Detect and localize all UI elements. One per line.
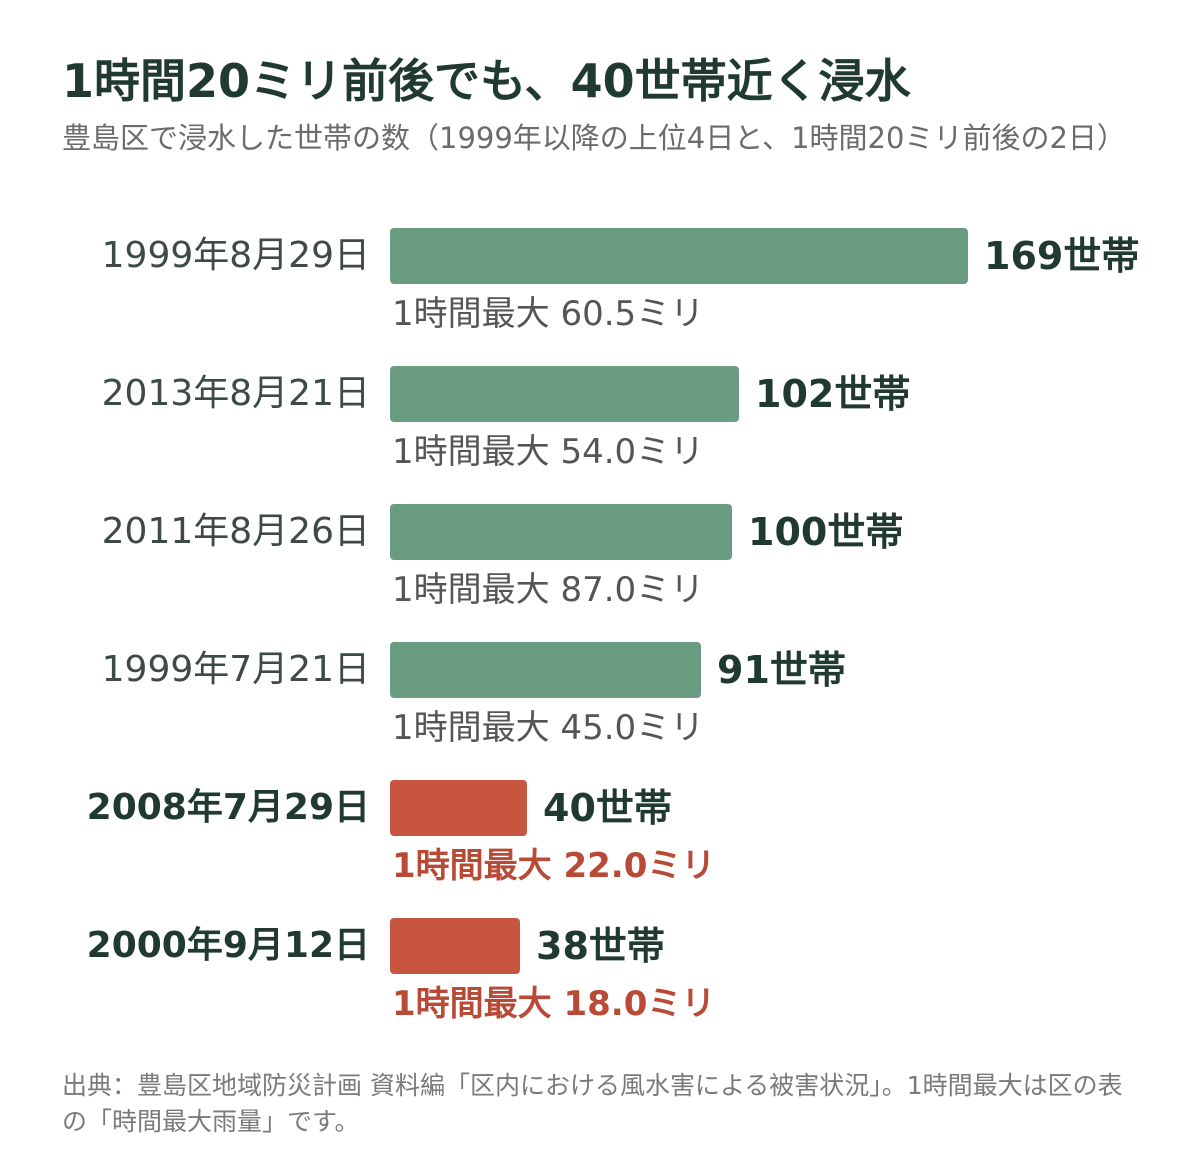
bar-row: 2011年8月26日 100世帯 1時間最大 87.0ミリ [0,504,1200,614]
rainfall-label: 1時間最大 18.0ミリ [392,984,716,1024]
bar [390,918,520,974]
value-label: 38世帯 [536,924,665,968]
bar [390,366,739,422]
bar [390,504,732,560]
category-label: 2000年9月12日 [86,925,370,966]
category-label: 2008年7月29日 [86,787,370,828]
source-footnote: 出典：豊島区地域防災計画 資料編「区内における風水害による被害状況」。1時間最大… [62,1071,1123,1136]
category-label: 1999年8月29日 [101,235,370,276]
value-label: 169世帯 [984,234,1140,278]
category-label: 2013年8月21日 [101,373,370,414]
bar-row: 1999年7月21日 91世帯 1時間最大 45.0ミリ [0,642,1200,752]
value-label: 100世帯 [748,510,904,554]
rainfall-label: 1時間最大 87.0ミリ [392,570,705,610]
value-label: 40世帯 [543,786,672,830]
value-label: 102世帯 [755,372,911,416]
rainfall-label: 1時間最大 45.0ミリ [392,708,705,748]
bar-row: 1999年8月29日 169世帯 1時間最大 60.5ミリ [0,228,1200,338]
bar-row: 2008年7月29日 40世帯 1時間最大 22.0ミリ [0,780,1200,890]
value-label: 91世帯 [717,648,846,692]
bar-row: 2000年9月12日 38世帯 1時間最大 18.0ミリ [0,918,1200,1028]
bar [390,228,968,284]
chart-subtitle: 豊島区で浸水した世帯の数（1999年以降の上位4日と、1時間20ミリ前後の2日） [62,121,1126,155]
category-label: 1999年7月21日 [101,649,370,690]
category-label: 2011年8月26日 [101,511,370,552]
bar [390,780,527,836]
rainfall-label: 1時間最大 22.0ミリ [392,846,716,886]
rainfall-label: 1時間最大 60.5ミリ [392,294,705,334]
bar-row: 2013年8月21日 102世帯 1時間最大 54.0ミリ [0,366,1200,476]
rainfall-label: 1時間最大 54.0ミリ [392,432,705,472]
bar [390,642,701,698]
chart-title: 1時間20ミリ前後でも、40世帯近く浸水 [62,54,911,108]
